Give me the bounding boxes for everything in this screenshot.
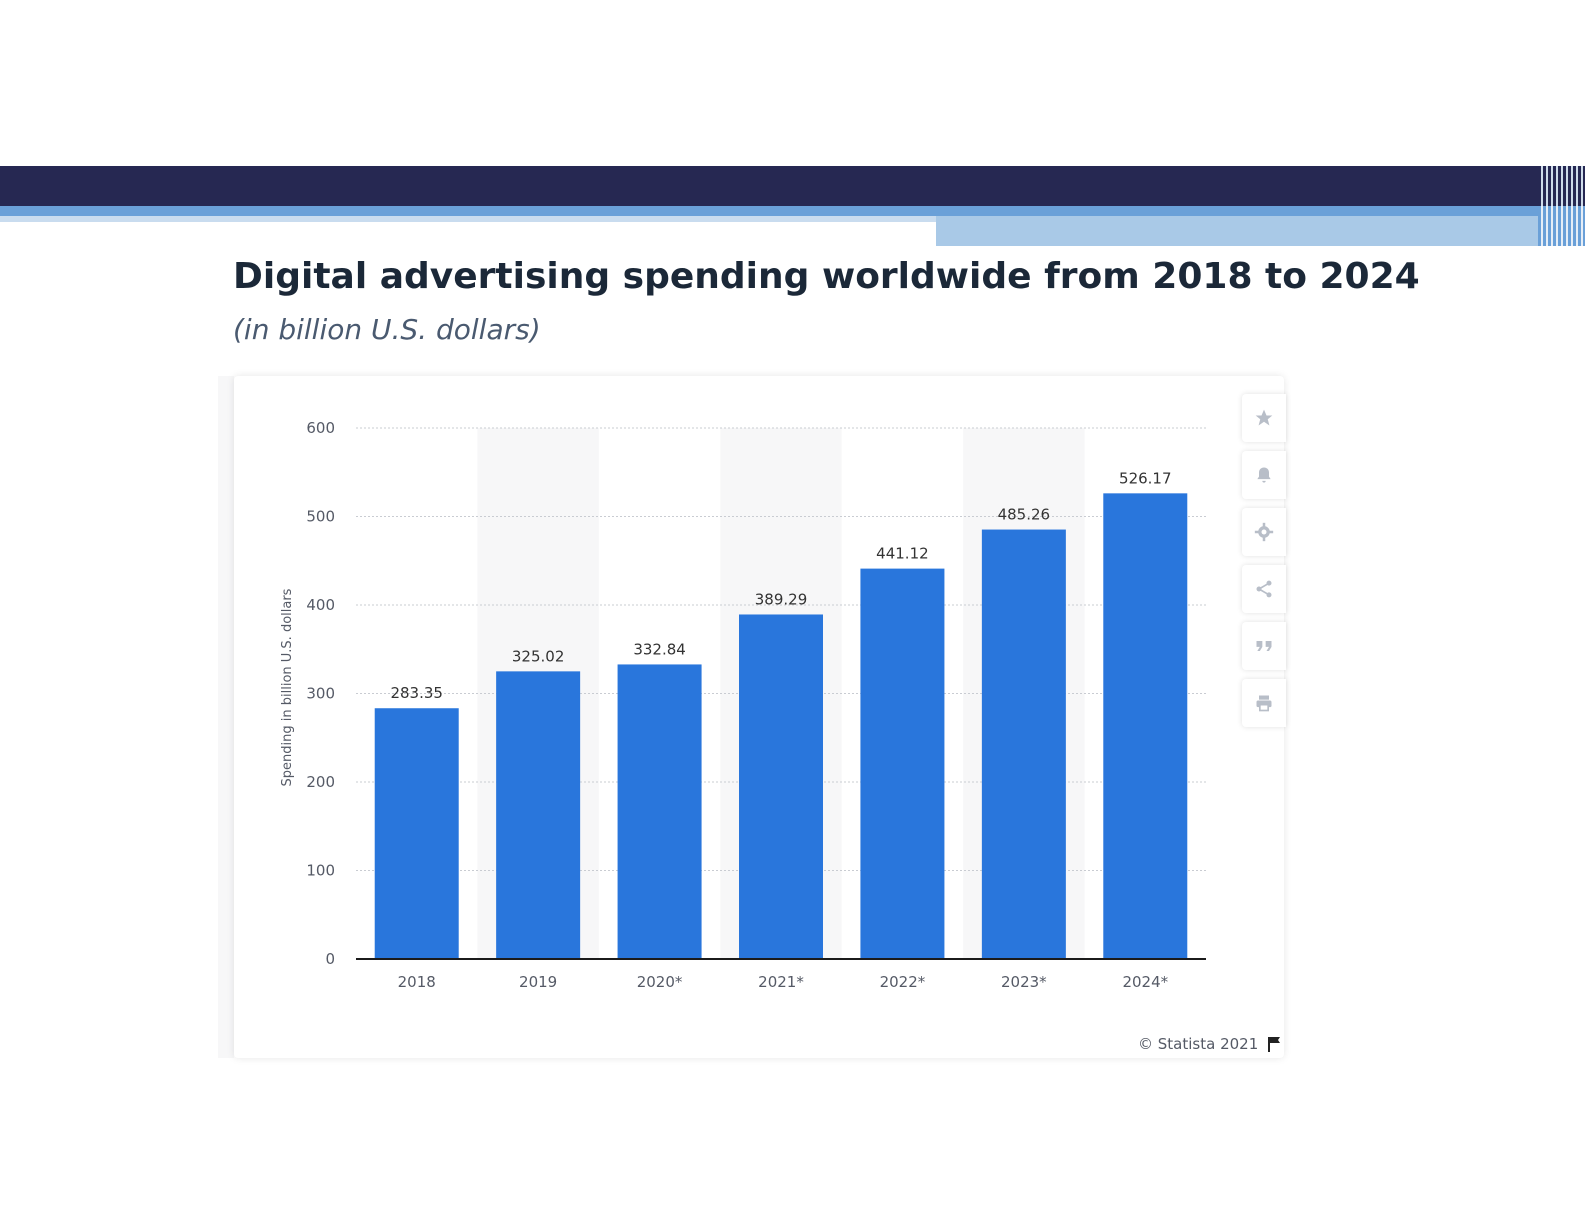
- source-credit[interactable]: © Statista 2021: [1138, 1035, 1259, 1053]
- header-band-light: [0, 216, 936, 222]
- bell-icon: [1257, 467, 1271, 483]
- chart-toolbar: [1242, 394, 1286, 736]
- x-tick-label: 2023*: [1001, 973, 1047, 991]
- value-label: 389.29: [755, 590, 808, 608]
- flag-icon[interactable]: [1267, 1036, 1281, 1052]
- y-tick-label: 200: [306, 773, 335, 791]
- share-icon: [1256, 580, 1272, 598]
- bar: [1103, 493, 1188, 959]
- cite-button[interactable]: [1242, 622, 1286, 670]
- header-stripes-lower: [1538, 206, 1585, 246]
- y-tick-label: 500: [306, 508, 335, 526]
- x-tick-label: 2019: [519, 973, 557, 991]
- print-icon: [1256, 695, 1272, 712]
- x-tick-label: 2021*: [758, 973, 804, 991]
- cut-off-text-strip: [0, 1213, 1585, 1225]
- quote-icon: [1256, 641, 1272, 651]
- value-label: 485.26: [998, 506, 1051, 524]
- y-axis-ticks: 0 100 200 300 400 500 600: [306, 419, 335, 968]
- bar: [739, 614, 823, 959]
- chart-title: Digital advertising spending worldwide f…: [233, 256, 1420, 297]
- bar: [374, 708, 459, 959]
- share-button[interactable]: [1242, 565, 1286, 613]
- card-left-edge: [218, 376, 234, 1058]
- header-band-blue: [0, 206, 1545, 216]
- bar: [617, 664, 702, 959]
- value-label: 441.12: [876, 545, 929, 563]
- y-axis-label: Spending in billion U.S. dollars: [280, 588, 295, 786]
- gear-icon: [1254, 522, 1274, 542]
- bar: [981, 529, 1066, 959]
- y-tick-label: 600: [306, 419, 335, 437]
- x-tick-label: 2024*: [1122, 973, 1168, 991]
- value-label: 526.17: [1119, 469, 1172, 487]
- bar: [860, 568, 945, 959]
- favorite-button[interactable]: [1242, 394, 1286, 442]
- print-button[interactable]: [1242, 679, 1286, 727]
- value-label: 283.35: [390, 684, 443, 702]
- bar-chart: 0 100 200 300 400 500 600 283.35 325.02 332.84 38…: [280, 419, 1206, 991]
- y-tick-label: 0: [325, 950, 335, 968]
- bars: [374, 493, 1188, 959]
- x-tick-label: 2018: [398, 973, 436, 991]
- notification-button[interactable]: [1242, 451, 1286, 499]
- chart-subtitle: (in billion U.S. dollars): [233, 313, 541, 346]
- header-band-light-right: [936, 216, 1545, 246]
- header-band-dark: [0, 166, 1585, 206]
- y-tick-label: 400: [306, 596, 335, 614]
- value-label: 325.02: [512, 647, 564, 665]
- x-tick-label: 2022*: [880, 973, 926, 991]
- settings-button[interactable]: [1242, 508, 1286, 556]
- x-tick-label: 2020*: [637, 973, 683, 991]
- value-labels: 283.35 325.02 332.84 389.29 441.12 485.26 526.…: [390, 469, 1171, 702]
- bar: [496, 671, 581, 959]
- y-tick-label: 300: [306, 685, 335, 703]
- value-label: 332.84: [633, 640, 686, 658]
- y-tick-label: 100: [306, 862, 335, 880]
- star-icon: [1255, 409, 1273, 426]
- x-axis-ticks: 2018 2019 2020* 2021* 2022* 2023* 2024*: [398, 973, 1169, 991]
